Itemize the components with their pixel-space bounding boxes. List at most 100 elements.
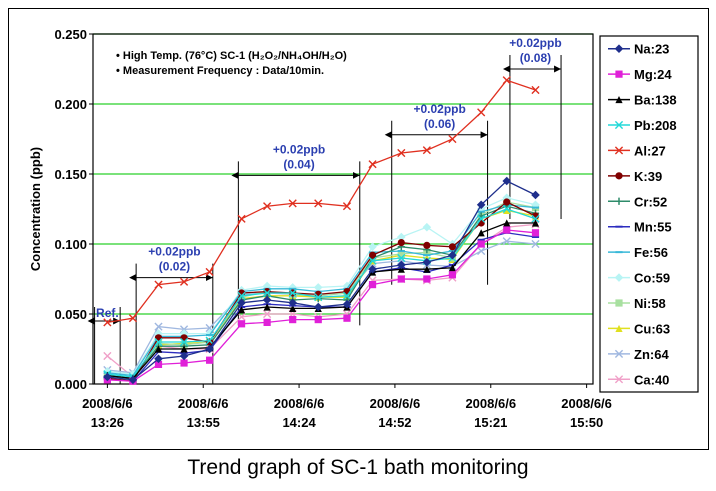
legend-swatch-marker (614, 146, 624, 155)
data-point (263, 309, 272, 319)
data-point (397, 253, 406, 263)
x-tick-time: 13:26 (91, 415, 124, 430)
data-point (368, 281, 377, 289)
data-point (179, 337, 189, 347)
legend-label: Mn:55 (634, 220, 672, 235)
legend-label: K:39 (634, 169, 662, 184)
legend-swatch-marker (614, 273, 624, 282)
legend-item: Cu:63 (608, 321, 670, 336)
x-tick-date: 2008/6/6 (82, 396, 133, 411)
annotation-label: Ref. (96, 306, 119, 320)
x-tick-date: 2008/6/6 (274, 396, 325, 411)
data-point (180, 345, 188, 353)
data-point (477, 229, 485, 237)
data-point (237, 306, 246, 314)
legend-swatch-marker (615, 172, 623, 180)
data-point (237, 320, 246, 328)
data-point (289, 316, 297, 324)
series-al (103, 76, 540, 327)
annotation-sublabel: (0.08) (520, 51, 551, 65)
data-point (237, 214, 246, 223)
data-point (503, 226, 511, 234)
data-point (397, 275, 405, 283)
data-point (205, 336, 214, 345)
data-point (368, 251, 377, 259)
legend-swatch-marker (614, 349, 624, 358)
data-point (368, 160, 377, 169)
legend-item: Zn:64 (608, 347, 669, 362)
data-point (180, 359, 188, 367)
data-point (314, 293, 323, 302)
legend-swatch-marker (614, 120, 624, 130)
data-point (531, 190, 540, 200)
data-point (503, 219, 511, 227)
data-point (423, 241, 431, 249)
data-point (448, 134, 457, 144)
legend-item: K:39 (608, 169, 662, 184)
data-point (502, 176, 512, 186)
y-tick-label: 0.000 (54, 377, 87, 392)
data-point (263, 303, 271, 311)
data-point (289, 304, 297, 312)
legend-item: Ba:138 (608, 93, 677, 108)
data-point (396, 260, 406, 270)
x-tick-time: 14:52 (378, 415, 411, 430)
legend-swatch-marker (614, 44, 624, 54)
chart-svg: 0.000 0.050 0.100 0.150 0.200 0.250 Concentrat… (8, 8, 709, 450)
legend-label: Pb:208 (634, 118, 677, 133)
data-point (448, 271, 457, 279)
y-tick-label: 0.050 (54, 307, 87, 322)
data-point (531, 85, 540, 95)
legend-item: Cr:52 (608, 194, 667, 209)
y-tick-label: 0.200 (54, 97, 87, 112)
legend-item: Pb:208 (608, 118, 677, 133)
legend-label: Fe:56 (634, 245, 668, 260)
data-point (263, 288, 272, 298)
data-point (263, 288, 271, 296)
x-tick-time: 15:21 (474, 415, 507, 430)
data-point (103, 318, 112, 327)
x-tick-date: 2008/6/6 (561, 396, 612, 411)
data-point (128, 375, 138, 385)
annotation-label: +0.02ppb (148, 245, 200, 259)
chart-note: • Measurement Frequency : Data/10min. (116, 65, 324, 77)
data-point (502, 237, 511, 246)
data-point (154, 354, 163, 364)
data-point (368, 256, 377, 265)
y-tick-label: 0.150 (54, 167, 87, 182)
legend-label: Co:59 (634, 271, 670, 286)
data-point (154, 337, 163, 347)
data-point (368, 264, 377, 274)
annotation-label: +0.02ppb (413, 102, 465, 116)
legend-label: Ni:58 (634, 296, 666, 311)
data-point (503, 206, 511, 214)
legend-item: Fe:56 (608, 245, 668, 260)
data-point (237, 298, 246, 308)
data-point (448, 264, 457, 272)
x-tick-date: 2008/6/6 (178, 396, 229, 411)
data-point (422, 257, 432, 267)
legend-item: Ca:40 (608, 372, 669, 387)
legend-label: Ca:40 (634, 372, 669, 387)
legend-item: Mn:55 (608, 220, 672, 235)
data-point (423, 265, 431, 273)
annotation-label: +0.02ppb (273, 142, 325, 156)
data-point (314, 199, 323, 208)
data-point (502, 76, 511, 85)
legend-label: Cu:63 (634, 321, 670, 336)
legend-label: Cr:52 (634, 194, 667, 209)
data-point (179, 351, 189, 361)
data-point (263, 202, 272, 211)
data-point (397, 239, 405, 247)
x-tick-date: 2008/6/6 (465, 396, 516, 411)
x-tick-time: 14:24 (282, 415, 316, 430)
legend-label: Zn:64 (634, 347, 669, 362)
data-point (448, 250, 457, 260)
annotation-sublabel: (0.02) (159, 260, 190, 274)
legend-swatch-marker (615, 299, 623, 307)
data-point (477, 108, 486, 117)
legend-item: Al:27 (608, 143, 666, 158)
data-point (154, 322, 163, 331)
data-point (477, 214, 486, 223)
